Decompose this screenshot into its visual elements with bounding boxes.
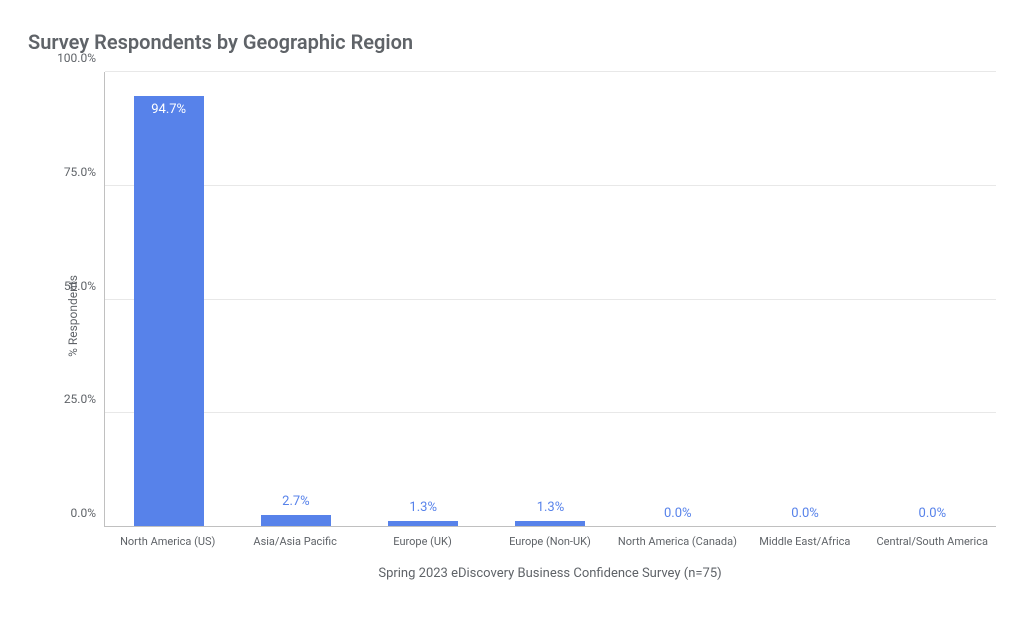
x-tick-label: North America (US) xyxy=(104,535,231,548)
bar-slot: 1.3% xyxy=(487,72,614,527)
x-tick-label: Central/South America xyxy=(869,535,996,548)
y-axis-label-wrap: % Respondents xyxy=(28,72,52,592)
y-tick-label: 75.0% xyxy=(64,165,96,179)
bar-value-label: 1.3% xyxy=(537,500,565,515)
x-tick-label: Middle East/Africa xyxy=(741,535,868,548)
y-tick-label: 25.0% xyxy=(64,392,96,406)
y-axis-ticks: 0.0%25.0%50.0%75.0%100.0% xyxy=(52,72,104,527)
plot-row: 0.0%25.0%50.0%75.0%100.0% 94.7%2.7%1.3%1… xyxy=(52,72,996,527)
bar-slot: 94.7% xyxy=(105,72,232,527)
y-tick-label: 50.0% xyxy=(64,279,96,293)
plot-column: 0.0%25.0%50.0%75.0%100.0% 94.7%2.7%1.3%1… xyxy=(52,72,996,592)
bar-slot: 0.0% xyxy=(741,72,868,527)
chart-title: Survey Respondents by Geographic Region xyxy=(28,30,996,54)
bar-slot: 1.3% xyxy=(360,72,487,527)
bar: 94.7% xyxy=(134,96,204,527)
x-tick-label: North America (Canada) xyxy=(614,535,741,548)
chart-area: % Respondents 0.0%25.0%50.0%75.0%100.0% … xyxy=(28,72,996,592)
plot-grid: 94.7% 2.7% 1.3% 1.3% 0.0% 0.0% 0.0% xyxy=(104,72,996,527)
bars-container: 94.7% 2.7% 1.3% 1.3% 0.0% 0.0% 0.0% xyxy=(105,72,996,527)
bar-slot: 2.7% xyxy=(232,72,359,527)
bar-value-label: 2.7% xyxy=(282,494,310,509)
x-tick-label: Europe (Non-UK) xyxy=(486,535,613,548)
x-axis-label: Spring 2023 eDiscovery Business Confiden… xyxy=(52,566,996,581)
bar-value-label: 0.0% xyxy=(919,506,947,521)
x-axis-ticks-row: North America (US)Asia/Asia PacificEurop… xyxy=(52,527,996,548)
x-tick-label: Europe (UK) xyxy=(359,535,486,548)
x-tick-label: Asia/Asia Pacific xyxy=(231,535,358,548)
y-tick-label: 100.0% xyxy=(57,51,96,65)
bar-slot: 0.0% xyxy=(869,72,996,527)
bar-slot: 0.0% xyxy=(614,72,741,527)
x-axis-line xyxy=(105,526,996,527)
bar-value-label: 1.3% xyxy=(409,500,437,515)
x-axis-ticks: North America (US)Asia/Asia PacificEurop… xyxy=(104,535,996,548)
bar-value-label: 0.0% xyxy=(791,506,819,521)
bar-value-label: 94.7% xyxy=(151,102,186,117)
y-tick-label: 0.0% xyxy=(71,506,96,520)
bar-value-label: 0.0% xyxy=(664,506,692,521)
